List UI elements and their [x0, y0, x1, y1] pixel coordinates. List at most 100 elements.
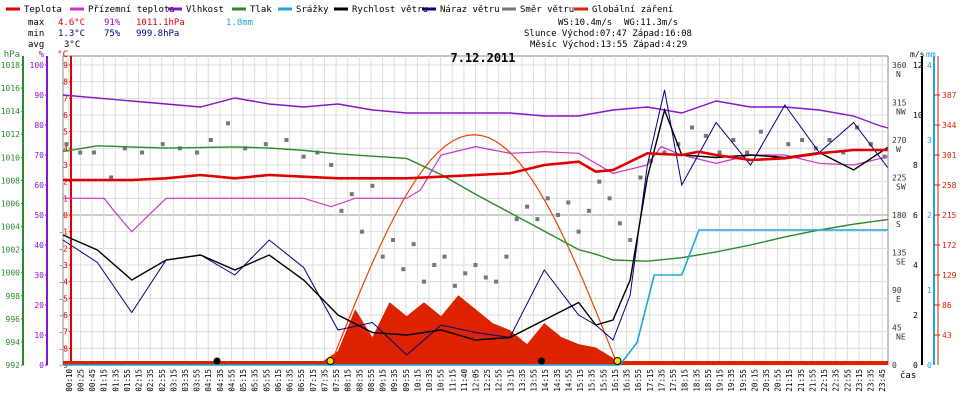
x-tick-label: 07:55	[332, 369, 341, 392]
axis-tick-pressure_hpa: 1002	[1, 246, 20, 255]
wind-direction-point	[315, 150, 320, 155]
wind-direction-point	[411, 242, 416, 247]
x-tick-label: 14:15	[541, 369, 550, 392]
axis-tick-wind-dir-label: E	[896, 295, 901, 304]
x-tick-label: 08:35	[355, 369, 364, 392]
wind-direction-point	[525, 204, 530, 209]
x-tick-label: 02:35	[146, 369, 155, 392]
x-tick-label: 03:55	[193, 369, 202, 392]
axis-tick-humidity_pct: 90	[34, 91, 44, 100]
wind-direction-point	[226, 121, 230, 126]
axis-tick-radiation: 215	[942, 211, 957, 220]
wind-direction-point	[208, 138, 213, 142]
x-tick-label: 11:15	[448, 369, 457, 392]
x-tick-label: 22:35	[832, 369, 841, 392]
wind-direction-point	[628, 238, 633, 242]
axis-tick-radiation: 387	[942, 91, 957, 100]
axis-tick-wind-ms: 8	[913, 161, 918, 170]
wind-direction-point	[597, 179, 602, 184]
x-tick-label: 05:35	[251, 369, 260, 392]
axis-tick-wind-dir-label: N	[896, 70, 901, 79]
legend-item: Tlak	[250, 5, 272, 15]
axis-tick-temperature_c: -3	[58, 261, 68, 270]
wind-direction-point	[758, 129, 763, 134]
axis-tick-wind-dir: 270	[892, 136, 907, 145]
x-tick-label: 01:15	[100, 369, 109, 392]
axis-tick-rain: 2	[927, 211, 932, 220]
legend-item: Rychlost větru	[352, 5, 428, 15]
series-náraz-větru	[62, 89, 889, 356]
series-přízemní-teplota	[63, 145, 888, 233]
x-tick-label: 14:35	[553, 369, 562, 392]
wind-direction-point	[514, 217, 519, 222]
axis-tick-humidity_pct: 60	[34, 181, 44, 190]
axis-tick-wind-dir-label: S	[896, 220, 901, 229]
x-tick-label: 00:10	[65, 369, 74, 392]
stats-min-hum: 75%	[104, 29, 121, 39]
axis-tick-wind-dir-label: NE	[896, 333, 906, 342]
series-layer	[62, 89, 889, 366]
moon-event-marker	[538, 357, 545, 365]
axis-tick-temperature_c: 9	[63, 61, 68, 70]
x-tick-label: 23:15	[855, 369, 864, 392]
axis-tick-pressure_hpa: 1000	[1, 269, 20, 278]
clear-sky-radiation-curve	[329, 134, 619, 366]
x-tick-label: 22:55	[843, 369, 852, 392]
axis-tick-temperature_c: 0	[63, 211, 68, 220]
x-tick-label: 17:35	[657, 369, 666, 392]
wind-direction-point	[717, 150, 722, 155]
x-tick-label: 23:35	[867, 369, 876, 392]
axis-tick-temperature_c: -5	[58, 294, 68, 303]
wind-direction-point	[556, 213, 560, 217]
wind-direction-point	[380, 254, 385, 259]
stats-min-press: 999.8hPa	[136, 29, 179, 39]
x-tick-label: 20:15	[750, 369, 759, 392]
axis-tick-pressure_hpa: 1010	[1, 153, 20, 162]
x-tick-label: 01:55	[123, 369, 132, 392]
axis-tick-humidity_pct: 20	[34, 301, 44, 310]
axes: hPa1018101610141012101010081006100410021…	[1, 50, 957, 370]
axis-tick-pressure_hpa: 1006	[1, 199, 20, 208]
wind-direction-point	[576, 229, 581, 234]
wind-direction-point	[535, 217, 540, 222]
series-tlak	[62, 145, 888, 262]
x-axis: 00:10 00:25 00:45 01:15 01:35 01:55 02:15 02:35…	[65, 369, 887, 392]
wind-direction-point	[473, 263, 478, 267]
axis-tick-humidity_pct: 40	[34, 241, 44, 250]
axis-tick-wind-dir: 135	[892, 249, 907, 258]
x-tick-label: 03:35	[181, 369, 190, 392]
x-tick-label: 19:55	[739, 369, 748, 392]
axis-tick-wind-dir: 180	[892, 211, 907, 220]
wind-direction-point	[494, 279, 499, 284]
axis-tick-radiation: 129	[942, 271, 957, 280]
wind-direction-point	[349, 192, 354, 197]
wind-direction-point	[800, 138, 805, 142]
wind-direction-point	[745, 150, 750, 155]
legend-item: Náraz větru	[440, 5, 500, 15]
axis-tick-wind-ms: 0	[913, 361, 918, 370]
x-tick-label: 21:55	[808, 369, 817, 392]
legend-item: Směr větru	[520, 5, 574, 15]
wind-direction-point	[442, 254, 447, 259]
x-tick-label: 09:15	[379, 369, 388, 392]
stats-avg-label: avg	[28, 40, 44, 50]
wind-direction-point	[432, 263, 437, 267]
x-tick-label: 05:15	[239, 369, 248, 392]
wind-direction-point	[638, 175, 643, 180]
axis-tick-rain: 0	[927, 361, 932, 370]
axis-tick-temperature_c: -2	[58, 244, 68, 253]
x-tick-label: 04:35	[216, 369, 225, 392]
axis-tick-radiation: 301	[942, 151, 957, 160]
wind-direction-point	[109, 175, 114, 180]
stats-wg: WG:11.3m/s	[624, 18, 678, 28]
wind-direction-point	[64, 142, 69, 147]
wind-direction-point	[703, 133, 708, 138]
wind-direction-point	[339, 208, 344, 213]
axis-tick-pressure_hpa: 996	[6, 315, 21, 324]
axis-tick-humidity_pct: 70	[34, 151, 44, 160]
series-srážky	[63, 229, 888, 366]
axis-tick-pressure_hpa: 1004	[1, 223, 20, 232]
x-tick-label: 19:15	[716, 369, 725, 392]
stats-max-hum: 91%	[104, 18, 121, 28]
axis-tick-humidity_pct: 80	[34, 121, 44, 130]
